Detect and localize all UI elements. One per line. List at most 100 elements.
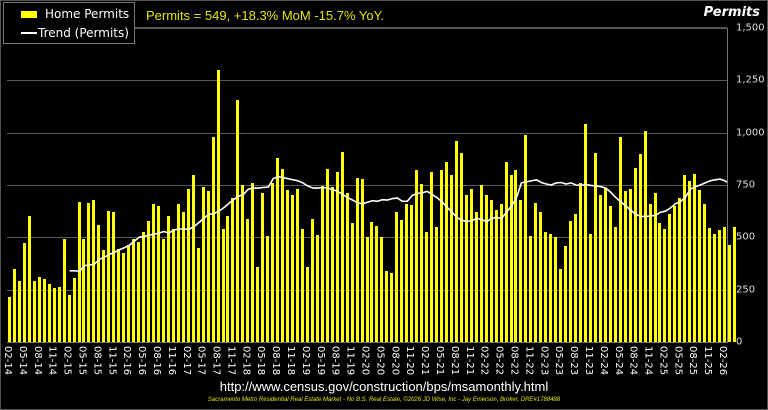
bar	[196, 247, 200, 342]
bar	[673, 205, 677, 342]
bar	[628, 189, 632, 342]
bar	[410, 204, 414, 342]
gridline	[7, 133, 727, 134]
bar	[57, 286, 61, 342]
bar	[449, 174, 453, 342]
bar	[17, 281, 21, 342]
bar	[102, 249, 106, 342]
bar	[728, 244, 731, 342]
bar	[683, 174, 687, 342]
bar	[668, 214, 672, 342]
bar	[216, 69, 220, 342]
bar	[8, 297, 11, 342]
x-tick-label: 05-24	[612, 346, 624, 376]
bar	[514, 170, 518, 342]
bar	[539, 212, 543, 342]
x-tick-label: 08-22	[508, 346, 520, 376]
bar	[643, 130, 647, 342]
bar	[549, 234, 553, 342]
bar	[305, 266, 309, 342]
bar	[395, 212, 399, 342]
x-tick-label: 02-26	[717, 346, 729, 376]
bar	[261, 193, 265, 342]
x-tick-label: 08-15	[91, 346, 103, 376]
bar	[623, 191, 627, 342]
bar	[191, 174, 195, 342]
bar	[300, 228, 304, 342]
bar	[559, 268, 563, 342]
bar	[147, 220, 151, 342]
x-tick-label: 02-22	[478, 346, 490, 376]
x-tick-label: 02-23	[538, 346, 550, 376]
bar	[127, 244, 131, 342]
bar	[330, 187, 334, 342]
y-tick-label: 750	[736, 179, 756, 191]
bar	[509, 174, 513, 342]
x-tick-label: 11-22	[523, 346, 535, 376]
legend-item-trend: Trend (Permits)	[4, 25, 129, 41]
bar	[117, 248, 121, 342]
bar	[584, 124, 587, 342]
bar	[544, 232, 548, 342]
x-tick-label: 11-20	[404, 346, 416, 376]
x-tick-label: 08-20	[389, 346, 401, 376]
x-tick-label: 02-25	[657, 346, 669, 376]
bar	[286, 190, 290, 342]
x-tick-label: 02-16	[121, 346, 133, 376]
bar	[161, 239, 165, 342]
source-url: http://www.census.gov/construction/bps/m…	[219, 379, 549, 394]
bar	[52, 287, 56, 342]
bar	[32, 281, 36, 342]
bar	[723, 226, 727, 342]
bar	[574, 214, 578, 342]
bar	[201, 187, 205, 342]
gridline	[7, 185, 727, 186]
gridline	[7, 80, 727, 81]
bar	[400, 219, 404, 342]
bar	[638, 153, 642, 342]
bar	[176, 203, 180, 342]
x-tick-label: 11-16	[165, 346, 177, 376]
bar	[732, 227, 736, 342]
x-tick-label: 02-17	[180, 346, 192, 376]
x-tick-label: 02-20	[359, 346, 371, 376]
bar	[618, 136, 622, 342]
bar	[658, 222, 662, 342]
bar	[440, 170, 443, 342]
bar	[648, 203, 652, 342]
bar	[469, 189, 473, 342]
bar	[156, 205, 160, 342]
bar	[464, 195, 468, 342]
bar	[42, 279, 46, 342]
bar	[380, 237, 384, 342]
bar	[444, 161, 448, 342]
bar	[231, 197, 235, 342]
x-tick-label: 02-19	[299, 346, 311, 376]
bar	[137, 241, 141, 342]
bar	[370, 221, 374, 342]
x-tick-label: 05-14	[16, 346, 28, 376]
bar	[534, 202, 538, 342]
bar	[206, 191, 210, 342]
bar	[603, 188, 607, 342]
x-tick-label: 08-17	[210, 346, 222, 376]
y-axis-title: Permits	[703, 5, 760, 20]
bar	[22, 242, 26, 342]
bar	[325, 169, 329, 342]
x-tick-label: 02-24	[597, 346, 609, 376]
bar	[47, 284, 51, 342]
bar	[236, 100, 240, 342]
bar	[82, 239, 86, 342]
bar	[713, 234, 717, 342]
x-tick-label: 02-18	[240, 346, 252, 376]
bar	[569, 220, 573, 342]
bar	[360, 178, 364, 342]
bar	[613, 226, 617, 342]
gridline	[7, 28, 727, 29]
legend-label: Trend (Permits)	[38, 26, 129, 40]
x-tick-label: 08-18	[270, 346, 282, 376]
bar	[132, 239, 136, 342]
bar	[256, 266, 260, 342]
bar	[211, 136, 215, 342]
bar	[474, 212, 478, 342]
